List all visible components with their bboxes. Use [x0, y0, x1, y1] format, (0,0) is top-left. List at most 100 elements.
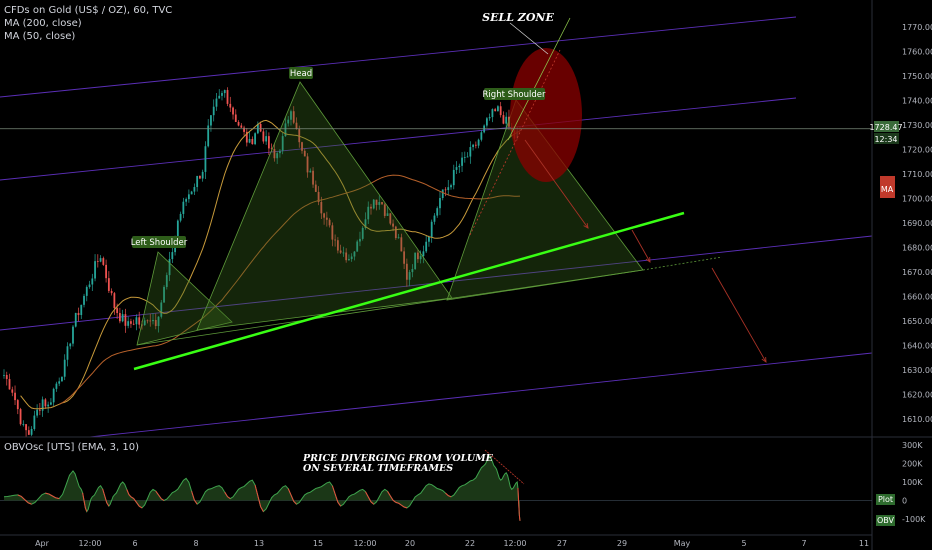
oscillator-down-segment [290, 494, 295, 502]
price-tick-label: 1640.00 [902, 342, 932, 351]
ma200-line [58, 174, 521, 405]
oscillator-down-segment [401, 504, 405, 508]
candle-body [190, 191, 193, 195]
candle-body [74, 312, 77, 327]
candle-body [417, 252, 419, 260]
projection-arrow-1-head [583, 222, 589, 229]
obv-tag-text: OBV [877, 516, 895, 525]
oscillator-down-segment [370, 501, 375, 505]
candle-body [19, 409, 22, 425]
candle-body [105, 264, 107, 279]
candle-body [27, 430, 30, 435]
candle-body [284, 123, 287, 137]
oscillator-pane[interactable]: PRICE DIVERGING FROM VOLUME ON SEVERAL T… [0, 441, 926, 526]
candle-body [199, 175, 201, 179]
candle-body [146, 320, 149, 322]
candle-body [323, 213, 325, 218]
candle-body [317, 191, 320, 202]
candle-body [171, 252, 174, 260]
head-text: Head [290, 69, 312, 79]
candle-body [408, 272, 411, 280]
candle-body [135, 317, 138, 325]
candle-body [226, 90, 229, 104]
candle-body [439, 198, 441, 209]
candle-body [22, 424, 25, 425]
candle-body [212, 106, 215, 116]
oscillator-down-segment [106, 502, 110, 507]
candle-body [428, 236, 430, 242]
pattern-base-line [136, 269, 644, 346]
left-shoulder-label: Left Shoulder [131, 236, 188, 248]
candle-body [361, 227, 364, 239]
projection-arrow-1 [524, 139, 589, 229]
candle-body [251, 139, 254, 145]
price-tick-label: 1750.00 [902, 72, 932, 81]
candle-body [336, 240, 339, 251]
candle-body [30, 428, 33, 435]
price-tick-label: 1700.00 [902, 195, 932, 204]
left-shoulder-triangle [136, 251, 233, 346]
candle-body [55, 383, 58, 389]
time-tick-label: 12:00 [78, 539, 101, 548]
candle-body [94, 261, 96, 279]
plot-tag [876, 494, 895, 505]
pattern-base-extension [642, 256, 723, 271]
candle-body [494, 109, 497, 112]
price-tick-label: 1660.00 [902, 293, 932, 302]
oscillator-colored-segments [17, 484, 521, 521]
time-tick-label: 6 [132, 539, 137, 548]
sell-zone-shape [510, 48, 582, 182]
projection-arrow-3 [711, 267, 767, 363]
candle-body [176, 220, 179, 237]
oscillator-down-segment [254, 484, 259, 496]
candle-body [11, 389, 14, 393]
oscillator-down-segment [257, 495, 262, 507]
oscillator-fill [4, 456, 520, 521]
projection-arrow-3-head [761, 356, 767, 363]
oscillator-down-segment [334, 493, 339, 503]
price-tick-label: 1770.00 [902, 23, 932, 32]
candle-body [52, 388, 55, 403]
candle-body [168, 259, 171, 276]
candle-body [143, 320, 146, 326]
neckline-trendline[interactable] [133, 211, 685, 371]
candle-body [259, 123, 262, 132]
price-tick-label: 1680.00 [902, 244, 932, 253]
oscillator-down-segment [83, 500, 86, 509]
candle-body [207, 125, 210, 147]
candle-body [392, 223, 394, 227]
candle-body [290, 111, 292, 120]
candle-body [472, 144, 474, 148]
oscillator-down-segment [227, 496, 231, 500]
candle-body [50, 402, 52, 405]
candle-body [370, 206, 372, 209]
time-tick-label: 5 [741, 539, 746, 548]
candle-body [372, 199, 375, 209]
oscillator-title[interactable]: OBVOsc [UTS] (EMA, 3, 10) [4, 442, 139, 453]
indicator-ma50[interactable]: MA (50, close) [4, 31, 76, 42]
channel-line-0 [0, 16, 797, 98]
candle-body [295, 122, 298, 129]
candle-body [248, 139, 251, 143]
price-pane[interactable]: Left Shoulder Head Right Shoulder SELL Z… [0, 11, 873, 438]
candle-body [400, 237, 403, 252]
indicator-ma200[interactable]: MA (200, close) [4, 18, 82, 29]
candle-body [221, 93, 223, 96]
time-tick-label: 20 [405, 539, 415, 548]
plot-tag-text: Plot [878, 495, 893, 504]
price-axis-labels: 1610.00 1620.00 1630.00 1640.00 1650.00 1660.… [902, 23, 932, 424]
time-axis[interactable]: Apr 12:00 6 8 13 15 12:00 20 22 12:00 27 29 May 5 7 11 [0, 534, 872, 548]
oscillator-tick-label: -100K [902, 515, 926, 524]
head-and-shoulders-pattern [136, 81, 723, 346]
candle-body [33, 415, 36, 429]
candle-body [91, 278, 94, 285]
candle-body [348, 259, 350, 261]
oscillator-down-segment [389, 495, 394, 501]
candle-body [69, 343, 72, 347]
candle-body [165, 275, 168, 287]
price-axis[interactable]: 1610.00 1620.00 1630.00 1640.00 1650.00 1660.… [869, 0, 932, 550]
oscillator-down-segment [392, 499, 397, 503]
price-tick-label: 1670.00 [902, 268, 932, 277]
candle-body [334, 239, 337, 241]
